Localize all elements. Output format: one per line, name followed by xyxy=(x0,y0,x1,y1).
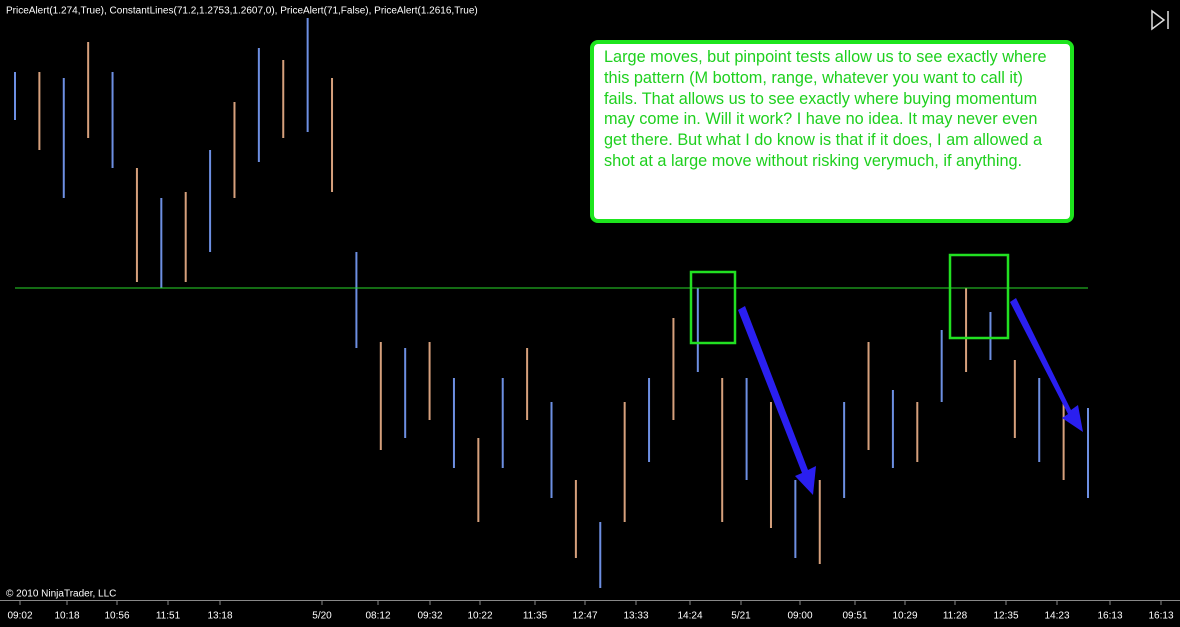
x-tick-label: 12:35 xyxy=(993,611,1018,622)
arrows xyxy=(738,298,1083,495)
x-tick-label: 13:18 xyxy=(207,611,232,622)
x-tick-label: 16:13 xyxy=(1097,611,1122,622)
x-tick-label: 10:18 xyxy=(54,611,79,622)
x-tick-label: 11:28 xyxy=(943,611,968,622)
x-tick-label: 11:35 xyxy=(523,611,548,622)
x-tick-label: 09:00 xyxy=(787,611,812,622)
copyright: © 2010 NinjaTrader, LLC xyxy=(6,589,116,600)
play-icon[interactable] xyxy=(1151,9,1169,31)
x-tick-label: 5/20 xyxy=(312,611,332,622)
annotation: Large moves, but pinpoint tests allow us… xyxy=(590,40,1074,223)
x-tick-label: 11:51 xyxy=(156,611,181,622)
x-tick-label: 10:29 xyxy=(892,611,917,622)
x-tick-label: 12:47 xyxy=(572,611,597,622)
x-tick-label: 5/21 xyxy=(731,611,751,622)
x-tick-label: 09:51 xyxy=(842,611,867,622)
x-tick-label: 10:22 xyxy=(467,611,492,622)
x-tick-label: 10:56 xyxy=(104,611,129,622)
highlight-box xyxy=(948,253,1010,340)
x-tick-label: 09:32 xyxy=(417,611,442,622)
indicator-header: PriceAlert(1.274,True), ConstantLines(71… xyxy=(6,6,478,17)
arrow xyxy=(738,306,816,495)
x-tick-label: 08:12 xyxy=(365,611,390,622)
x-tick-label: 09:02 xyxy=(7,611,32,622)
arrow xyxy=(1010,298,1083,432)
highlight-box xyxy=(689,270,737,345)
x-tick-label: 16:13 xyxy=(1148,611,1173,622)
x-tick-label: 14:24 xyxy=(677,611,702,622)
bars xyxy=(14,18,1089,588)
icon-shape xyxy=(1151,9,1166,31)
x-tick-label: 14:23 xyxy=(1044,611,1069,622)
x-tick-label: 13:33 xyxy=(623,611,648,622)
